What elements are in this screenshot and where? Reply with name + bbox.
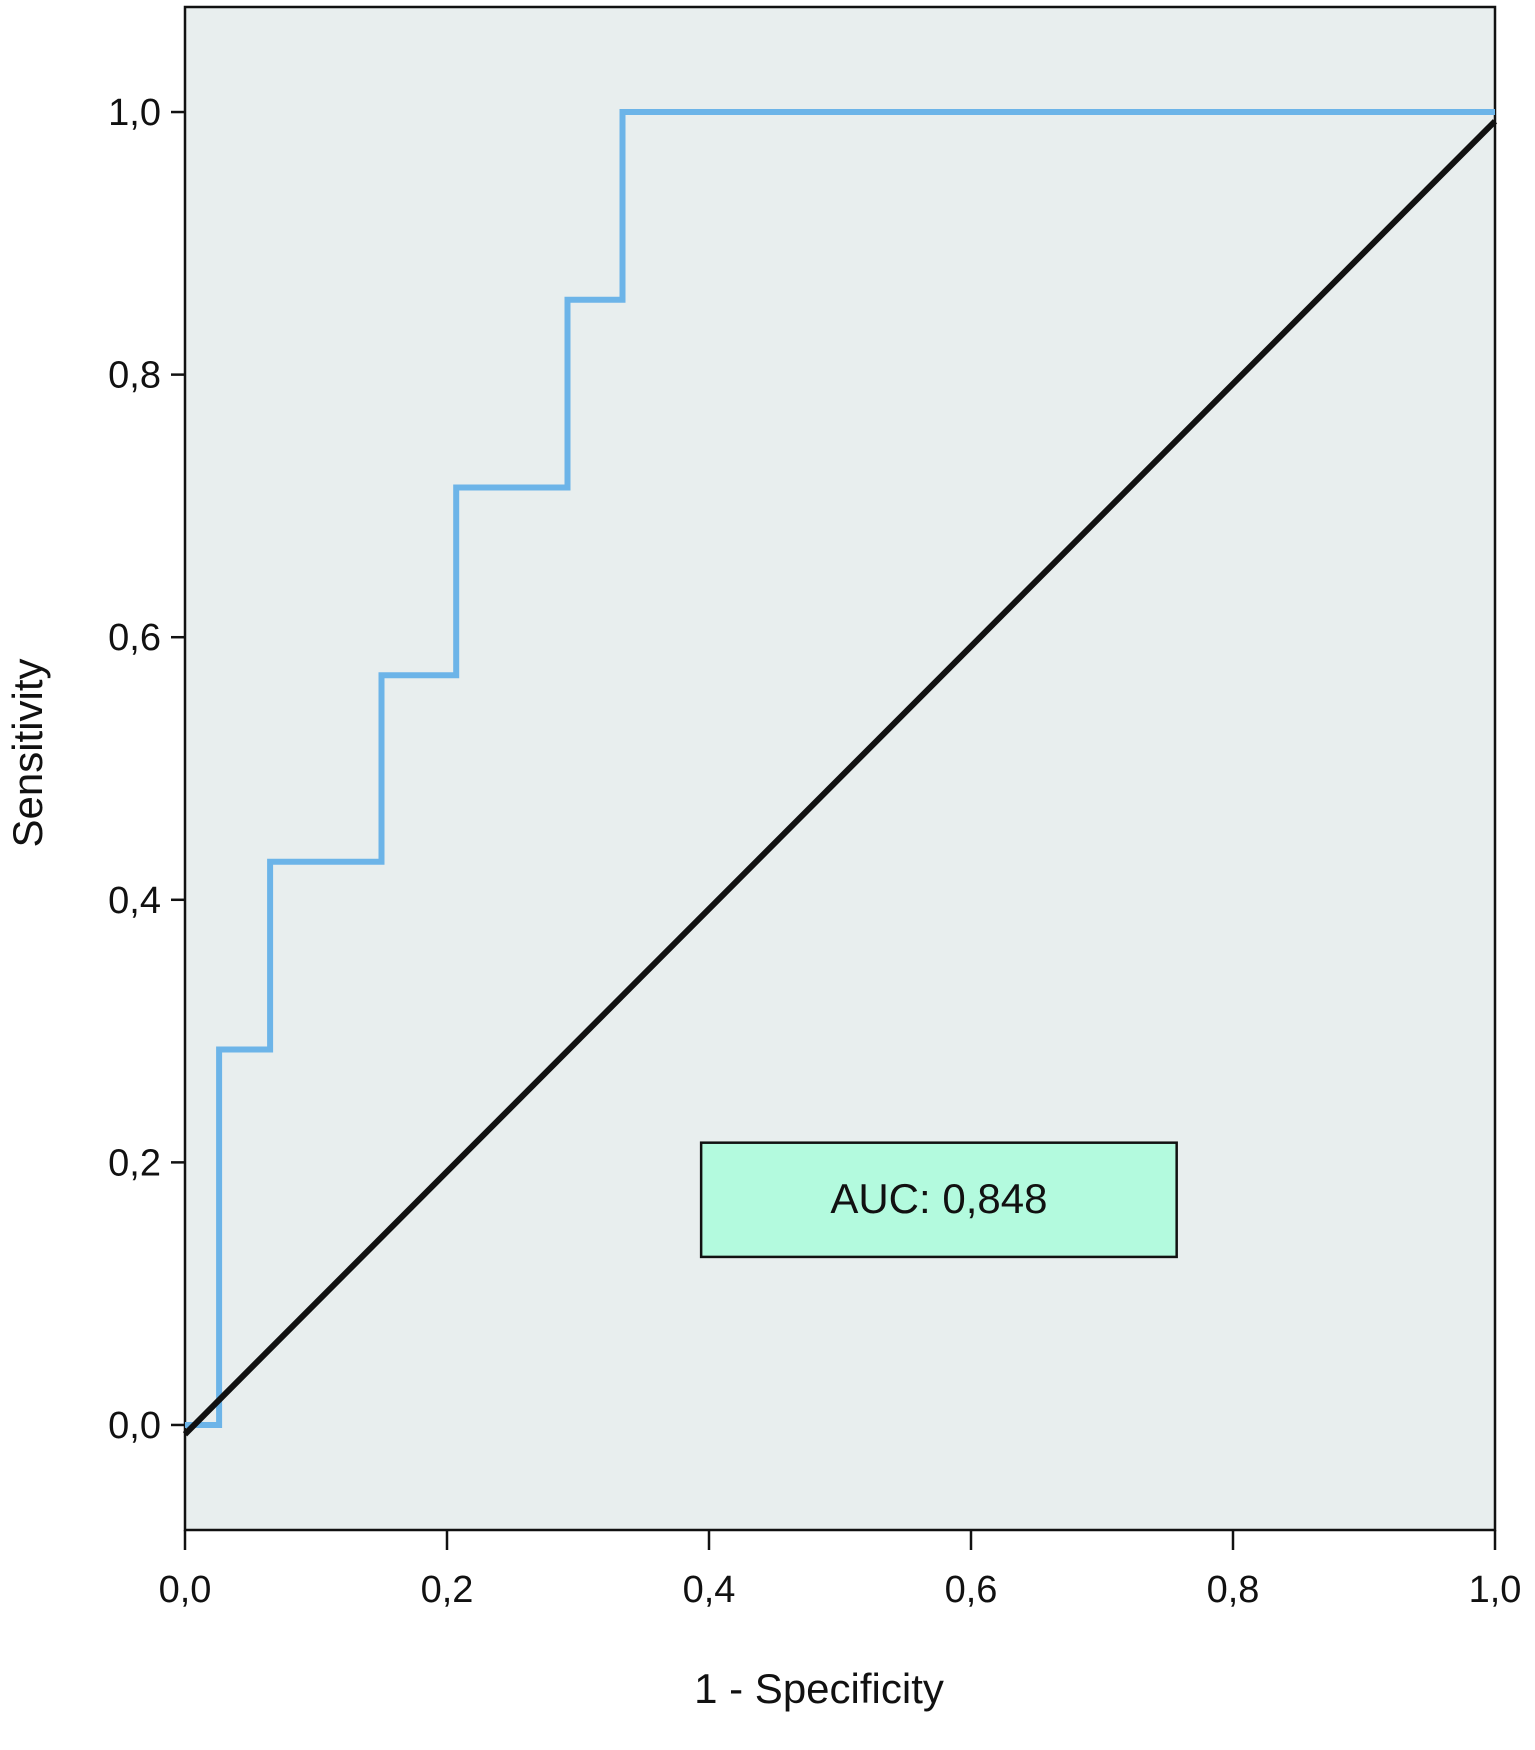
reference-diagonal-line [182, 119, 1498, 1437]
x-axis-title: 1 - Specificity [694, 1665, 944, 1712]
y-tick-label: 0,6 [108, 617, 161, 659]
y-tick-label: 0,0 [108, 1405, 161, 1447]
auc-annotation: AUC: 0,848 [699, 1141, 1178, 1259]
roc-curve-line [185, 109, 1495, 1428]
x-tick-label: 0,2 [421, 1569, 474, 1611]
x-tick-label: 1,0 [1469, 1569, 1522, 1611]
plot-area [183, 5, 1497, 1532]
axes: 0,0 0,2 0,4 0,6 0,8 1,0 0,0 0,2 0,4 0,6 0,8 1,0 [108, 92, 1521, 1611]
x-tick-label: 0,4 [683, 1569, 736, 1611]
y-axis-title: Sensitivity [4, 658, 51, 847]
auc-box [699, 1141, 1178, 1259]
x-tick-label: 0,8 [1207, 1569, 1260, 1611]
auc-label: AUC: 0,848 [830, 1175, 1047, 1222]
y-tick-label: 0,4 [108, 880, 161, 922]
y-tick-label: 0,8 [108, 355, 161, 397]
x-tick-label: 0,0 [159, 1569, 212, 1611]
x-tick-label: 0,6 [945, 1569, 998, 1611]
y-tick-label: 1,0 [108, 92, 161, 134]
y-tick-label: 0,2 [108, 1142, 161, 1184]
chart-marks [182, 109, 1498, 1437]
